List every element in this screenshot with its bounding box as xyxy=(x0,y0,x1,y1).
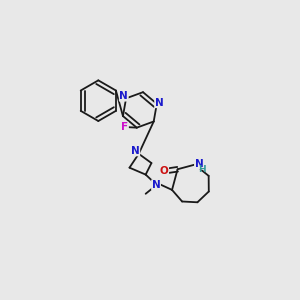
Text: F: F xyxy=(121,122,128,132)
Text: H: H xyxy=(198,165,206,174)
Text: N: N xyxy=(131,146,140,156)
Text: O: O xyxy=(160,166,169,176)
Text: N: N xyxy=(155,98,164,108)
Text: N: N xyxy=(119,91,128,101)
Text: N: N xyxy=(152,180,161,190)
Text: N: N xyxy=(195,159,203,169)
